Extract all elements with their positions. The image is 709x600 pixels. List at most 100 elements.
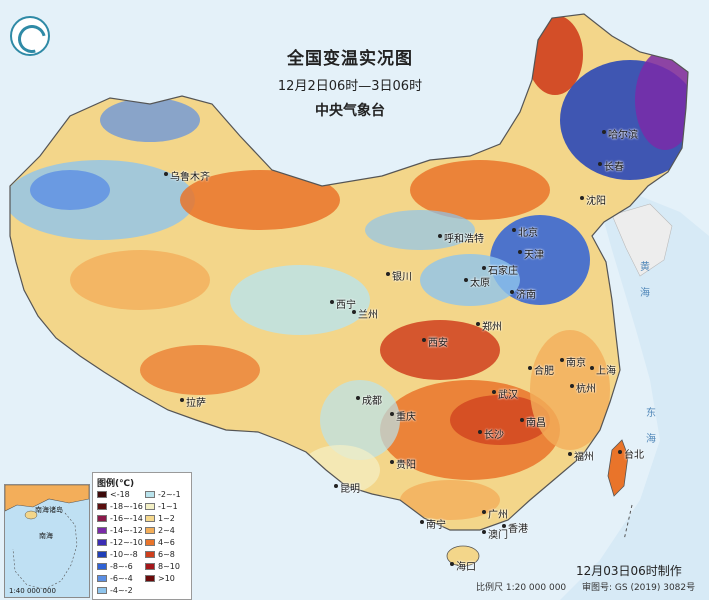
legend-item: -6~-4	[97, 573, 133, 583]
legend-item: -14~-12	[97, 525, 143, 535]
production-stamp: 12月03日06时制作	[576, 564, 682, 578]
city-label: 南宁	[420, 516, 446, 531]
city-label: 海口	[450, 558, 476, 573]
korean-peninsula	[611, 203, 673, 277]
red-zone-xian	[380, 320, 500, 380]
pale-zone-sichuan	[320, 380, 400, 460]
inset-island	[24, 510, 38, 520]
title-block: 全国变温实况图 12月2日06时—3日06时 中央气象台	[255, 44, 445, 120]
city-label: 北京	[512, 224, 538, 239]
city-label: 成都	[356, 392, 382, 407]
city-label: 兰州	[352, 306, 378, 321]
legend-item: 6~8	[145, 549, 175, 559]
city-label: 郑州	[476, 318, 502, 333]
legend-label: -4~-2	[110, 585, 133, 595]
legend: 图例(℃) <-18 -18~-16 -16~-14 -14~-12 -12~-10 -1…	[92, 472, 192, 600]
inset-map	[5, 485, 89, 590]
purple-zone-northeast	[635, 50, 688, 150]
city-label: 沈阳	[580, 192, 606, 207]
legend-swatch	[97, 574, 107, 582]
legend-item: -8~-6	[97, 561, 133, 571]
orange-zone-south-tibet	[140, 345, 260, 395]
city-label: 西宁	[330, 296, 356, 311]
city-label: 天津	[518, 246, 544, 261]
legend-item: -10~-8	[97, 549, 138, 559]
legend-item: 8~10	[145, 561, 180, 571]
legend-swatch	[145, 574, 155, 582]
legend-item: 1~2	[145, 513, 175, 523]
legend-item: 4~6	[145, 537, 175, 547]
taiwan-island	[607, 439, 629, 497]
city-label: 长春	[598, 158, 624, 173]
inset-coast	[5, 485, 89, 512]
china-border	[9, 13, 689, 531]
legend-item: >10	[145, 573, 175, 583]
city-label: 太原	[464, 274, 490, 289]
inset-islands-name: 南海诸岛	[35, 506, 63, 514]
legend-label: -16~-14	[110, 513, 143, 523]
sea-label: 东	[646, 408, 656, 419]
city-label: 昆明	[334, 480, 360, 495]
map-date-range: 12月2日06时—3日06时	[277, 79, 423, 94]
map-scale: 比例尺 1:20 000 000	[476, 583, 567, 593]
legend-swatch	[145, 526, 155, 534]
city-label: 合肥	[528, 362, 554, 377]
legend-item: <-18	[97, 489, 130, 499]
legend-swatch	[97, 526, 107, 534]
light-blue-zone	[420, 254, 520, 306]
pale-blue-zone-west	[230, 265, 370, 335]
legend-label: <-18	[110, 489, 130, 499]
city-label: 福州	[568, 448, 594, 463]
legend-label: -1~1	[158, 501, 178, 511]
legend-swatch	[97, 502, 107, 510]
legend-label: >10	[158, 573, 175, 583]
legend-swatch	[145, 490, 155, 498]
legend-swatch	[97, 550, 107, 558]
blue-zone-west	[30, 170, 110, 210]
legend-label: -12~-10	[110, 537, 143, 547]
city-label: 西安	[422, 334, 448, 349]
ocean-area	[560, 196, 709, 600]
legend-title: 图例(℃)	[97, 479, 135, 489]
city-label: 武汉	[492, 386, 518, 401]
legend-label: -6~-4	[110, 573, 133, 583]
legend-swatch	[145, 502, 155, 510]
legend-label: -2~-1	[158, 489, 181, 499]
city-label: 长沙	[478, 426, 504, 441]
map-title: 全国变温实况图	[287, 49, 413, 69]
legend-item: -4~-2	[97, 585, 133, 595]
city-label: 上海	[590, 362, 616, 377]
approval-code: 审图号: GS (2019) 3082号	[582, 583, 696, 593]
blue-zone-north-west	[100, 98, 200, 142]
legend-swatch	[97, 538, 107, 546]
sea-label: 海	[646, 434, 656, 445]
legend-label: 1~2	[158, 513, 175, 523]
cma-logo	[10, 16, 52, 59]
inset-sea-name: 南海	[39, 532, 53, 540]
inset-scale: 1:40 000 000	[9, 587, 56, 595]
south-china-sea-inset: 南海 南海诸岛 1:40 000 000	[4, 484, 90, 598]
legend-item: -12~-10	[97, 537, 143, 547]
inset-dash-line	[12, 512, 78, 590]
legend-item: -16~-14	[97, 513, 143, 523]
red-zone-hunan	[450, 395, 550, 445]
legend-item: -1~1	[145, 501, 178, 511]
legend-label: 4~6	[158, 537, 175, 547]
legend-swatch	[145, 562, 155, 570]
city-label: 杭州	[570, 380, 596, 395]
city-label: 香港	[502, 520, 528, 535]
legend-item: 2~4	[145, 525, 175, 535]
city-label: 贵阳	[390, 456, 416, 471]
hainan-island	[446, 545, 480, 567]
legend-swatch	[145, 538, 155, 546]
legend-item: -2~-1	[145, 489, 181, 499]
legend-label: 8~10	[158, 561, 180, 571]
legend-swatch	[145, 550, 155, 558]
legend-swatch	[97, 514, 107, 522]
city-label: 拉萨	[180, 394, 206, 409]
legend-label: -8~-6	[110, 561, 133, 571]
orange-zone-central-north	[180, 170, 340, 230]
city-label: 台北	[618, 446, 644, 461]
